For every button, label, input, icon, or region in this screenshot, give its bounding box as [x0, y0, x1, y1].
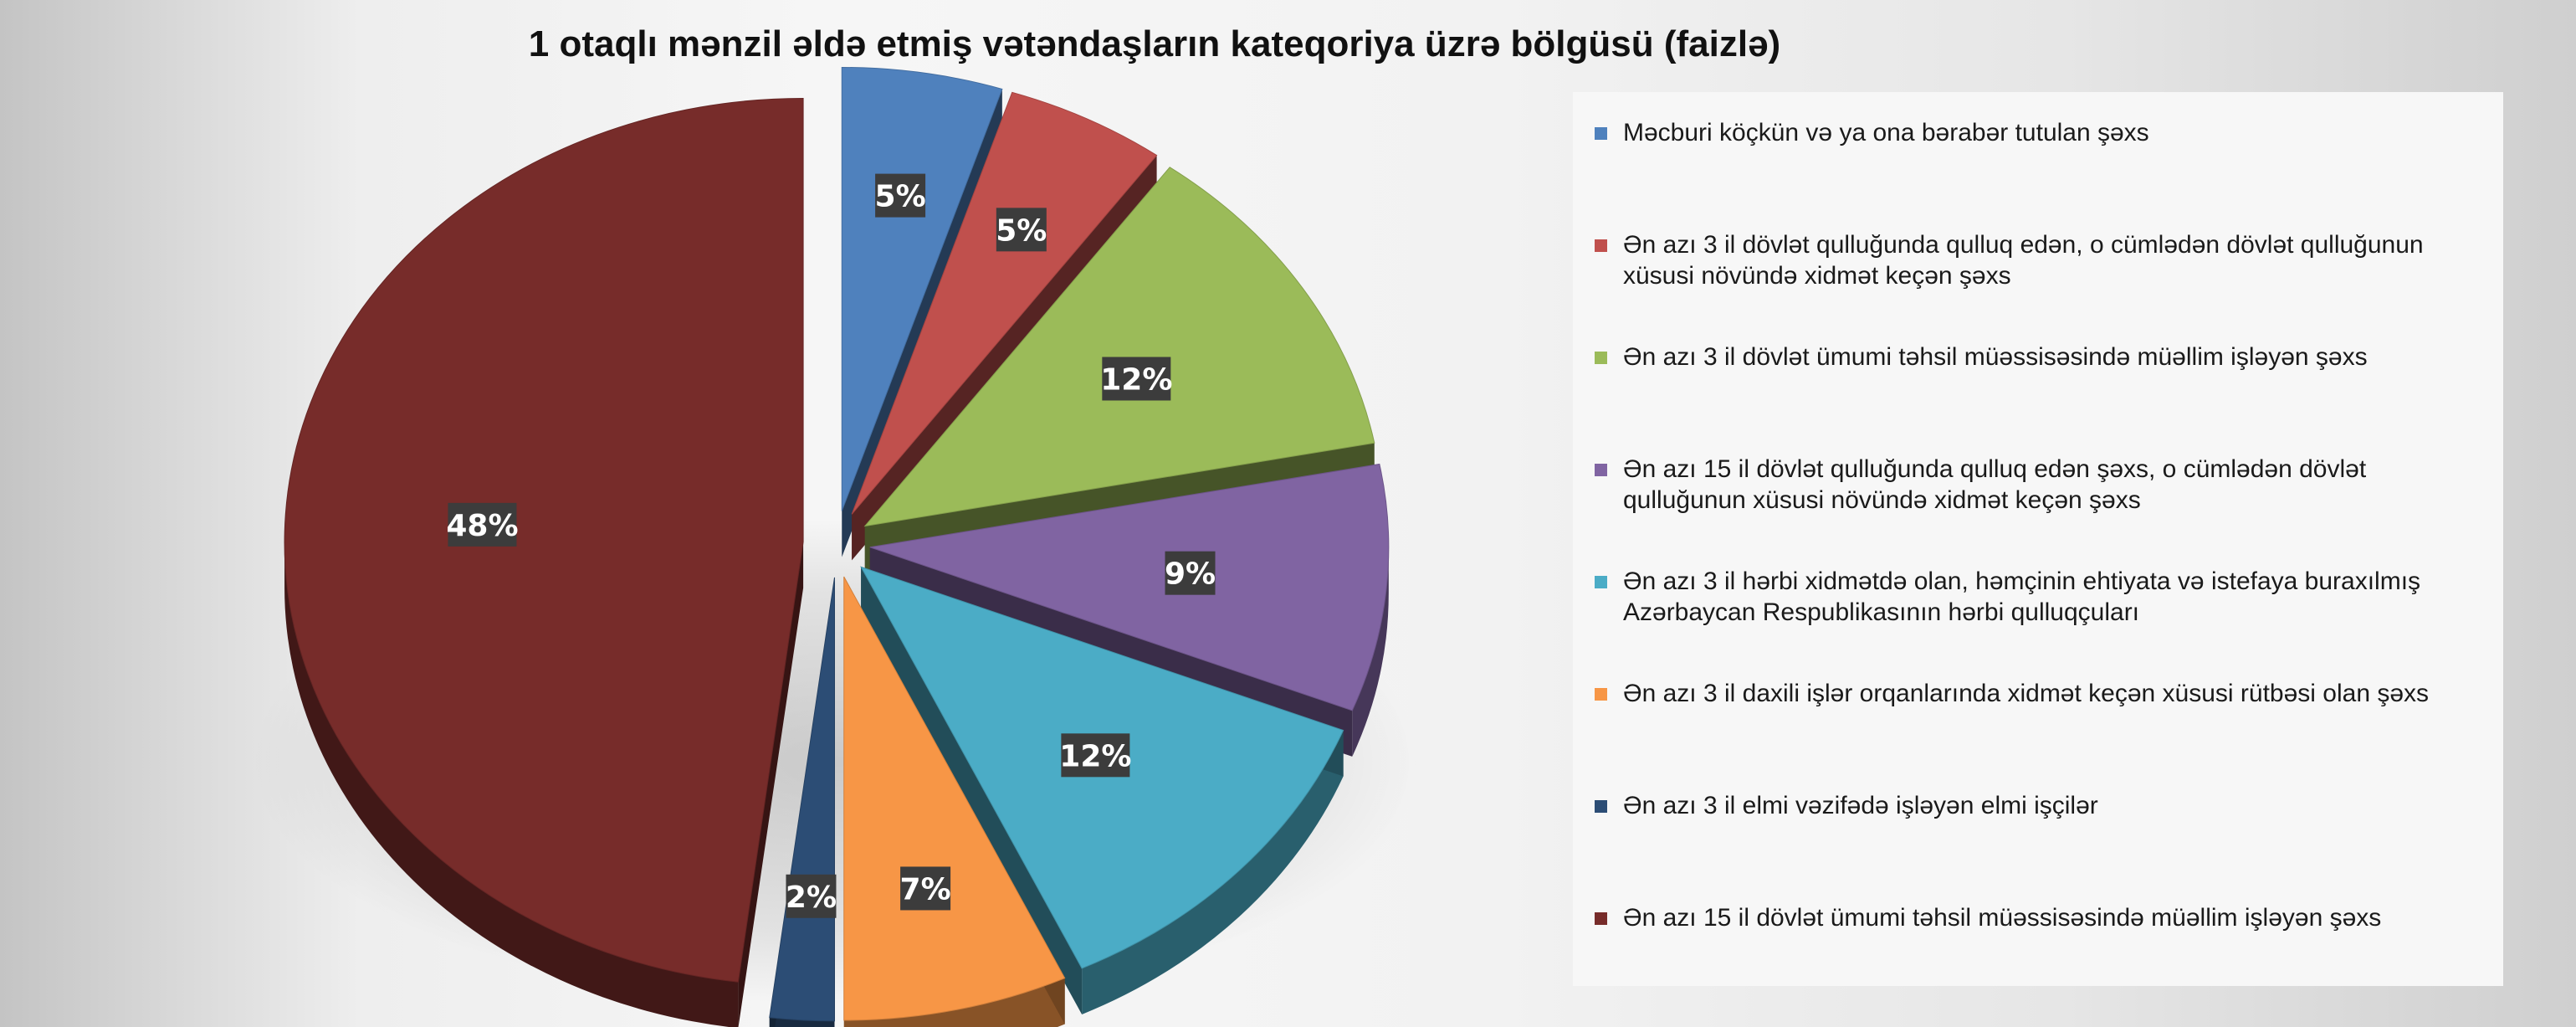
legend-label: Ən azı 15 il dövlət ümumi təhsil müəssis…: [1623, 904, 2382, 932]
pie-slice: [851, 91, 1158, 515]
data-label: 5%: [996, 213, 1047, 248]
legend-item: Ən azı 3 il daxili işlər orqanlarında xi…: [1595, 678, 2490, 709]
legend-label: Ən azı 3 il dövlət ümumi təhsil müəssisə…: [1623, 343, 2368, 371]
pie-slice-side: [843, 978, 1065, 1027]
legend-label: Ən azı 3 il hərbi xidmətdə olan, həmçini…: [1623, 567, 2421, 626]
legend-item: Ən azı 3 il hərbi xidmətdə olan, həmçini…: [1595, 566, 2490, 628]
legend-label: Ən azı 3 il dövlət qulluğunda qulluq edə…: [1623, 231, 2424, 290]
pie-slice-side: [1352, 547, 1389, 757]
legend-item: Ən azı 15 il dövlət ümumi təhsil müəssis…: [1595, 902, 2490, 933]
legend-swatch: [1595, 576, 1607, 588]
data-label-box: [786, 874, 837, 918]
data-label-box: [875, 173, 926, 218]
legend-item: Ən azı 3 il elmi vəzifədə işləyən elmi i…: [1595, 790, 2490, 821]
data-label-box: [1102, 357, 1171, 401]
pie-slice-face: [861, 567, 1083, 1014]
pie-chart: 5% 5% 12% 9% 12% 7% 2% 48%: [251, 66, 1422, 1027]
legend-item: Ən azı 3 il dövlət qulluğunda qulluq edə…: [1595, 229, 2490, 291]
pie-slice: [869, 463, 1390, 711]
data-label-box: [900, 866, 951, 911]
chart-title: 1 otaqlı mənzil əldə etmiş vətəndaşların…: [528, 23, 1781, 64]
data-label: 48%: [446, 509, 518, 543]
legend-swatch: [1595, 912, 1607, 925]
legend: Məcburi köçkün və ya ona bərabər tutulan…: [1573, 92, 2503, 986]
pie-slice: [284, 97, 804, 983]
pie-slice-face: [738, 542, 804, 1027]
legend-swatch: [1595, 239, 1607, 252]
data-label: 12%: [1059, 739, 1131, 773]
data-label: 9%: [1165, 557, 1216, 592]
pie-slice-side: [284, 542, 739, 1027]
pie-slice: [863, 167, 1375, 527]
data-label-box: [1061, 733, 1130, 778]
legend-swatch: [1595, 800, 1607, 813]
data-label-box: [996, 208, 1047, 252]
data-label: 12%: [1100, 362, 1172, 397]
data-label-box: [1165, 551, 1216, 595]
data-label: 2%: [786, 881, 837, 915]
pie-slice: [843, 576, 1066, 1021]
pie-slice-side: [1082, 730, 1344, 1014]
legend-swatch: [1595, 464, 1607, 476]
data-label: 7%: [900, 872, 951, 906]
legend-item: Ən azı 3 il dövlət ümumi təhsil müəssisə…: [1595, 341, 2490, 372]
legend-label: Ən azı 15 il dövlət qulluğunda qulluq ed…: [1623, 455, 2367, 514]
legend-item: Ən azı 15 il dövlət qulluğunda qulluq ed…: [1595, 454, 2490, 516]
legend-item: Məcburi köçkün və ya ona bərabər tutulan…: [1595, 117, 2490, 148]
legend-label: Ən azı 3 il daxili işlər orqanlarında xi…: [1623, 680, 2430, 707]
data-label-box: [448, 502, 517, 547]
legend-label: Məcburi köçkün və ya ona bərabər tutulan…: [1623, 119, 2149, 146]
legend-swatch: [1595, 127, 1607, 140]
data-label: 5%: [875, 180, 926, 214]
legend-label: Ən azı 3 il elmi vəzifədə işləyən elmi i…: [1623, 792, 2098, 819]
legend-swatch: [1595, 352, 1607, 364]
legend-swatch: [1595, 688, 1607, 701]
pie-slice-side: [769, 1017, 835, 1027]
